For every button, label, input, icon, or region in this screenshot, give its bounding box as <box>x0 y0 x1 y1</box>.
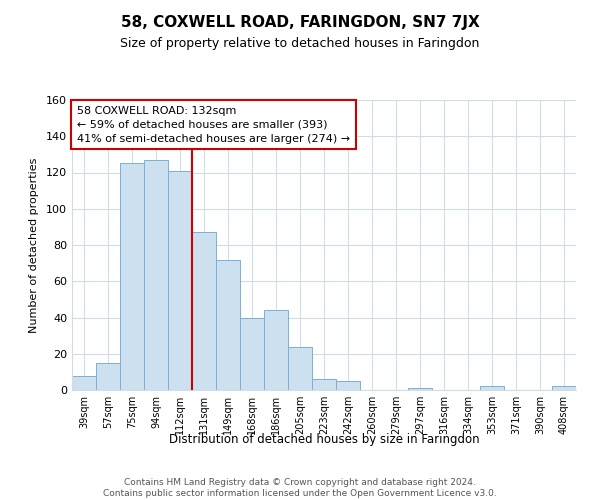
Text: Distribution of detached houses by size in Faringdon: Distribution of detached houses by size … <box>169 432 479 446</box>
Text: Size of property relative to detached houses in Faringdon: Size of property relative to detached ho… <box>121 38 479 51</box>
Text: Contains HM Land Registry data © Crown copyright and database right 2024.
Contai: Contains HM Land Registry data © Crown c… <box>103 478 497 498</box>
Bar <box>336 381 360 390</box>
Bar <box>144 160 168 390</box>
Bar <box>96 363 120 390</box>
Bar <box>168 170 192 390</box>
Text: 58, COXWELL ROAD, FARINGDON, SN7 7JX: 58, COXWELL ROAD, FARINGDON, SN7 7JX <box>121 15 479 30</box>
Bar <box>408 388 432 390</box>
Y-axis label: Number of detached properties: Number of detached properties <box>29 158 39 332</box>
Bar <box>480 386 504 390</box>
Bar <box>288 346 312 390</box>
Bar <box>240 318 264 390</box>
Bar <box>72 376 96 390</box>
Bar <box>216 260 240 390</box>
Text: 58 COXWELL ROAD: 132sqm
← 59% of detached houses are smaller (393)
41% of semi-d: 58 COXWELL ROAD: 132sqm ← 59% of detache… <box>77 106 350 144</box>
Bar <box>264 310 288 390</box>
Bar <box>120 164 144 390</box>
Bar <box>312 379 336 390</box>
Bar <box>552 386 576 390</box>
Bar <box>192 232 216 390</box>
